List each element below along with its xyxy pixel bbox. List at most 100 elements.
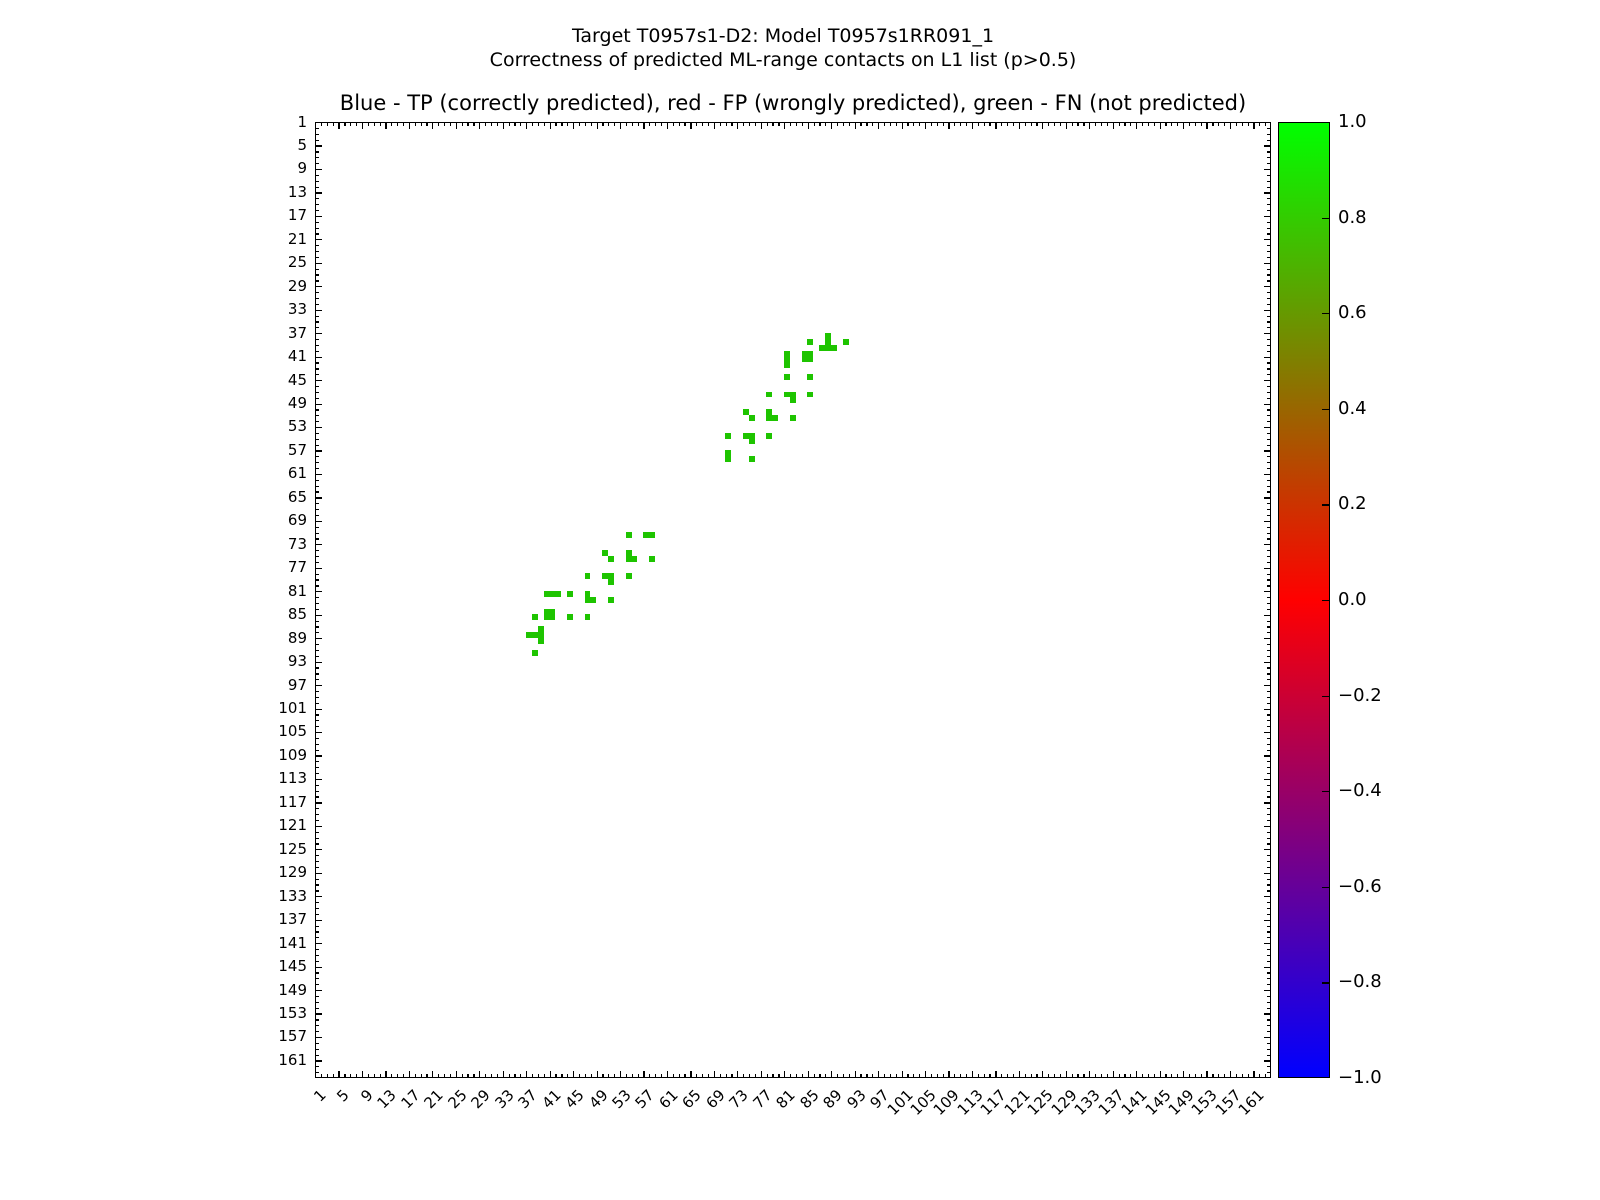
axis-tick [1267, 292, 1271, 294]
axis-tick [696, 1074, 698, 1078]
axis-tick [1267, 180, 1271, 182]
axis-tick [315, 333, 322, 335]
axis-tick [549, 122, 551, 129]
axis-tick [1267, 268, 1271, 270]
axis-tick [825, 122, 827, 126]
axis-tick [473, 122, 475, 126]
axis-tick [315, 819, 319, 822]
axis-tick [1048, 122, 1050, 126]
axis-tick [315, 497, 322, 499]
axis-tick [508, 1074, 510, 1078]
axis-tick [1012, 1074, 1015, 1078]
axis-tick [1264, 1060, 1271, 1062]
axis-tick [444, 1074, 446, 1078]
axis-tick [713, 1071, 715, 1078]
axis-tick [1001, 122, 1003, 126]
axis-tick [772, 1074, 774, 1078]
axis-tick [1267, 573, 1271, 575]
axis-tick [1267, 720, 1271, 722]
axis-tick [315, 1013, 322, 1015]
suptitle-line1: Target T0957s1-D2: Model T0957s1RR091_1 [571, 25, 995, 47]
axis-tick [831, 1071, 833, 1078]
axis-tick [315, 649, 319, 652]
axis-tick [801, 122, 803, 126]
axis-tick [1048, 1074, 1050, 1078]
fn-contact-cell [725, 432, 732, 439]
axis-tick [614, 122, 616, 126]
axis-tick [872, 1074, 874, 1078]
axis-tick [655, 122, 657, 126]
axis-tick [1267, 391, 1271, 393]
colorbar-tick-label: 0.2 [1338, 493, 1367, 515]
suptitle-line2: Correctness of predicted ML-range contac… [489, 49, 1077, 71]
axis-tick [315, 309, 322, 311]
fn-contact-cell [830, 344, 837, 351]
axis-tick [1267, 532, 1271, 534]
axis-tick [631, 1074, 633, 1078]
axis-tick [1212, 122, 1214, 126]
axis-tick [1267, 256, 1271, 259]
axis-tick [995, 122, 997, 129]
axis-tick [807, 122, 809, 129]
axis-tick [315, 1071, 317, 1078]
axis-tick [1267, 456, 1271, 458]
axis-tick [1267, 415, 1271, 417]
axis-tick [725, 122, 727, 126]
axis-tick [819, 122, 821, 126]
y-tick-label: 101 [278, 699, 307, 717]
axis-tick [1267, 421, 1271, 423]
axis-tick [367, 122, 369, 126]
axis-tick [1059, 1074, 1062, 1078]
fn-contact-cell [807, 350, 814, 357]
colorbar [1278, 122, 1330, 1078]
axis-tick [649, 122, 651, 126]
axis-tick [1136, 122, 1138, 129]
axis-tick [350, 1074, 352, 1078]
axis-tick [1071, 1074, 1073, 1078]
axis-tick [1253, 122, 1255, 129]
axis-tick [315, 198, 319, 200]
axis-tick [1267, 931, 1271, 933]
axis-tick [1253, 1071, 1255, 1078]
axis-tick [315, 855, 319, 857]
axis-tick [1024, 1074, 1026, 1078]
axis-tick [315, 168, 322, 171]
axis-tick [895, 1074, 897, 1078]
axis-tick [719, 1074, 721, 1078]
fn-contact-cell [766, 415, 773, 421]
axis-tick [760, 1071, 762, 1078]
axis-tick [1083, 1074, 1085, 1078]
axis-tick [1267, 643, 1271, 646]
axis-tick [479, 1071, 481, 1078]
axis-tick [414, 122, 416, 126]
axis-tick [1264, 591, 1271, 593]
axis-tick [315, 180, 319, 182]
axis-tick [1089, 122, 1091, 129]
axis-tick [848, 1074, 850, 1078]
axis-tick [1235, 122, 1237, 126]
axis-tick [1265, 1074, 1267, 1078]
fn-contact-cell [819, 344, 826, 351]
axis-tick [1264, 708, 1271, 710]
axis-tick [461, 1074, 463, 1078]
axis-tick [608, 1074, 610, 1078]
axis-tick [1267, 538, 1271, 540]
fn-contact-cell [584, 596, 591, 603]
axis-tick [315, 397, 319, 399]
fn-contact-cell [649, 532, 655, 539]
y-tick-label: 105 [278, 722, 307, 741]
axis-tick [948, 1071, 950, 1078]
y-tick-label: 89 [287, 628, 307, 647]
axis-tick [1267, 902, 1271, 904]
axis-tick [713, 122, 715, 129]
axis-tick [315, 280, 319, 282]
axis-tick [315, 661, 322, 663]
axis-tick [379, 1074, 381, 1078]
axis-tick [315, 356, 322, 358]
axis-tick [666, 122, 669, 129]
axis-tick [1264, 215, 1271, 218]
axis-tick [684, 1074, 686, 1078]
axis-tick [836, 1074, 839, 1078]
axis-tick [315, 626, 319, 628]
axis-tick [1264, 286, 1271, 288]
